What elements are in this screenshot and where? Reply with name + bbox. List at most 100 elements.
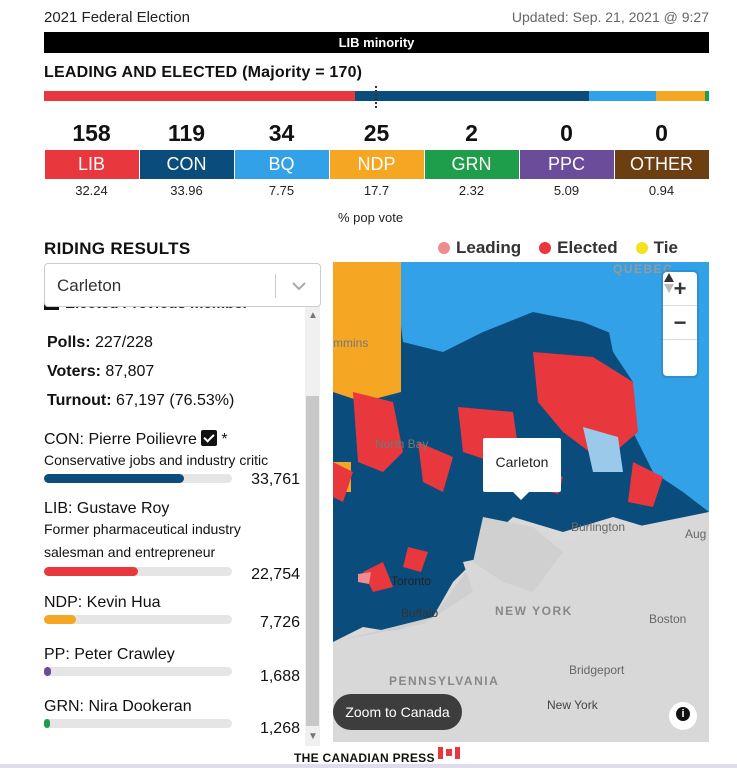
map-label-north-bay: North Bay bbox=[375, 437, 429, 451]
party-summary: 158 LIB 32.24 119 CON 33.96 34 BQ 7.75 25 NDP 17.7 2… bbox=[44, 118, 709, 198]
legend-item-leading: Leading bbox=[438, 238, 521, 258]
candidate-pp: PP: Peter Crawley 1,688 bbox=[44, 646, 304, 685]
party-label: NDP bbox=[329, 150, 424, 179]
party-label: CON bbox=[139, 150, 234, 179]
party-seat-count: 119 bbox=[167, 120, 206, 146]
party-card-ppc: 0 PPC 5.09 bbox=[519, 118, 614, 198]
bottom-strip bbox=[0, 764, 737, 768]
compass-reset-button[interactable] bbox=[663, 273, 697, 374]
candidate-con: CON: Pierre Poilievre * Conservative job… bbox=[44, 430, 304, 488]
party-label: BQ bbox=[234, 150, 329, 179]
map-label-bridgeport: Bridgeport bbox=[569, 663, 625, 677]
turnout-stat: Turnout: 67,197 (76.53%) bbox=[47, 392, 235, 409]
riding-map[interactable]: QUEBEC mmins North Bay Burlington Aug To… bbox=[333, 262, 709, 742]
seatbar-segment bbox=[655, 91, 706, 101]
map-graphic[interactable] bbox=[333, 262, 709, 742]
chevron-down-icon[interactable] bbox=[287, 274, 311, 298]
candidate-name: CON: Pierre Poilievre bbox=[44, 431, 197, 448]
candidate-name: GRN: Nira Dookeran bbox=[44, 698, 192, 715]
party-pop-vote: 0.94 bbox=[648, 183, 675, 198]
map-label-pennsylvania: PENNSYLVANIA bbox=[389, 674, 500, 688]
legend-item-tie: Tie bbox=[635, 238, 678, 258]
previous-member-marker: * bbox=[221, 431, 228, 448]
vote-bar-fill bbox=[44, 615, 76, 624]
party-pop-vote: 17.7 bbox=[363, 183, 390, 198]
info-icon[interactable] bbox=[669, 702, 697, 730]
riding-results-title: RIDING RESULTS bbox=[44, 239, 191, 258]
map-zoom-controls: + − bbox=[663, 272, 697, 376]
party-seat-count: 0 bbox=[655, 120, 668, 146]
candidate-description: Conservative jobs and industry critic bbox=[44, 452, 269, 468]
party-card-con: 119 CON 33.96 bbox=[139, 118, 234, 198]
party-card-ndp: 25 NDP 17.7 bbox=[329, 118, 424, 198]
legend-dot bbox=[539, 242, 552, 254]
vote-bar-fill bbox=[44, 719, 50, 728]
vote-bar-fill bbox=[44, 667, 51, 676]
party-label: GRN bbox=[424, 150, 519, 179]
seatbar-segment bbox=[588, 91, 656, 101]
party-label: OTHER bbox=[614, 150, 709, 179]
party-pop-vote: 33.96 bbox=[170, 183, 203, 198]
candidate-grn: GRN: Nira Dookeran 1,268 bbox=[44, 698, 304, 737]
scrollbar-thumb[interactable] bbox=[306, 396, 319, 726]
legend-dot bbox=[438, 242, 450, 254]
map-label-timmins: mmins bbox=[333, 336, 369, 350]
updated-timestamp: Updated: Sep. 21, 2021 @ 9:27 bbox=[511, 9, 709, 25]
pop-vote-label: % pop vote bbox=[338, 210, 404, 225]
leading-elected-title: LEADING AND ELECTED (Majority = 170) bbox=[44, 64, 363, 81]
party-card-lib: 158 LIB 32.24 bbox=[44, 118, 139, 198]
candidate-votes: 22,754 bbox=[251, 566, 300, 583]
zoom-out-button[interactable]: − bbox=[663, 306, 697, 340]
riding-detail-panel: Elected Previous member Polls: 227/228 V… bbox=[44, 298, 321, 746]
riding-tooltip: Carleton bbox=[483, 438, 561, 500]
party-seat-count: 34 bbox=[268, 120, 295, 146]
party-card-grn: 2 GRN 2.32 bbox=[424, 118, 519, 198]
candidate-ndp: NDP: Kevin Hua 7,726 bbox=[44, 594, 304, 631]
zoom-in-button[interactable]: + bbox=[663, 272, 697, 306]
candidate-name: PP: Peter Crawley bbox=[44, 646, 175, 663]
seatbar-segment bbox=[44, 91, 355, 101]
party-pop-vote: 32.24 bbox=[75, 183, 108, 198]
candidate-name: NDP: Kevin Hua bbox=[44, 594, 161, 611]
election-title: 2021 Federal Election bbox=[44, 9, 190, 26]
map-label-boston: Boston bbox=[649, 612, 687, 626]
panel-scrollbar[interactable]: ▲ ▼ bbox=[305, 306, 320, 746]
party-card-bq: 34 BQ 7.75 bbox=[234, 118, 329, 198]
map-label-toronto: Toronto bbox=[391, 574, 432, 588]
canada-flag-icon bbox=[438, 747, 460, 759]
candidate-description: Former pharmaceutical industry salesman … bbox=[44, 521, 241, 560]
party-pop-vote: 2.32 bbox=[458, 183, 485, 198]
polls-stat: Polls: 227/228 bbox=[47, 334, 153, 351]
candidate-lib: LIB: Gustave Roy Former pharmaceutical i… bbox=[44, 500, 304, 583]
map-label-aug: Aug bbox=[685, 527, 707, 541]
footer-credit: THE CANADIAN PRESS bbox=[294, 751, 435, 765]
map-label-new-york-state: NEW YORK bbox=[495, 604, 573, 618]
government-status-bar: LIB minority bbox=[44, 32, 709, 53]
candidate-votes: 7,726 bbox=[259, 614, 300, 631]
candidate-name: LIB: Gustave Roy bbox=[44, 500, 170, 517]
majority-marker bbox=[375, 86, 377, 108]
compass-icon bbox=[664, 273, 674, 293]
scroll-down-icon[interactable]: ▼ bbox=[308, 731, 318, 742]
map-label-burlington: Burlington bbox=[571, 520, 626, 534]
candidate-votes: 33,761 bbox=[251, 471, 300, 488]
vote-bar-fill bbox=[44, 567, 139, 576]
scroll-up-icon[interactable]: ▲ bbox=[308, 310, 318, 321]
seat-distribution-bar bbox=[44, 91, 709, 101]
vote-bar-fill bbox=[44, 474, 184, 483]
map-label-buffalo: Buffalo bbox=[401, 606, 439, 620]
party-label: PPC bbox=[519, 150, 614, 179]
vote-bar-track bbox=[44, 474, 232, 483]
seatbar-segment bbox=[705, 91, 709, 101]
elected-check-icon bbox=[200, 430, 217, 446]
party-pop-vote: 7.75 bbox=[268, 183, 295, 198]
legend-item-elected: Elected bbox=[539, 238, 618, 258]
vote-bar-track bbox=[44, 567, 232, 576]
voters-stat: Voters: 87,807 bbox=[47, 363, 155, 380]
party-card-other: 0 OTHER 0.94 bbox=[614, 118, 709, 198]
party-seat-count: 0 bbox=[560, 120, 573, 146]
zoom-to-canada-button[interactable]: Zoom to Canada bbox=[333, 694, 462, 730]
riding-select[interactable]: Carleton bbox=[44, 263, 321, 307]
vote-bar-track bbox=[44, 719, 232, 728]
map-label-quebec: QUEBEC bbox=[613, 262, 674, 276]
